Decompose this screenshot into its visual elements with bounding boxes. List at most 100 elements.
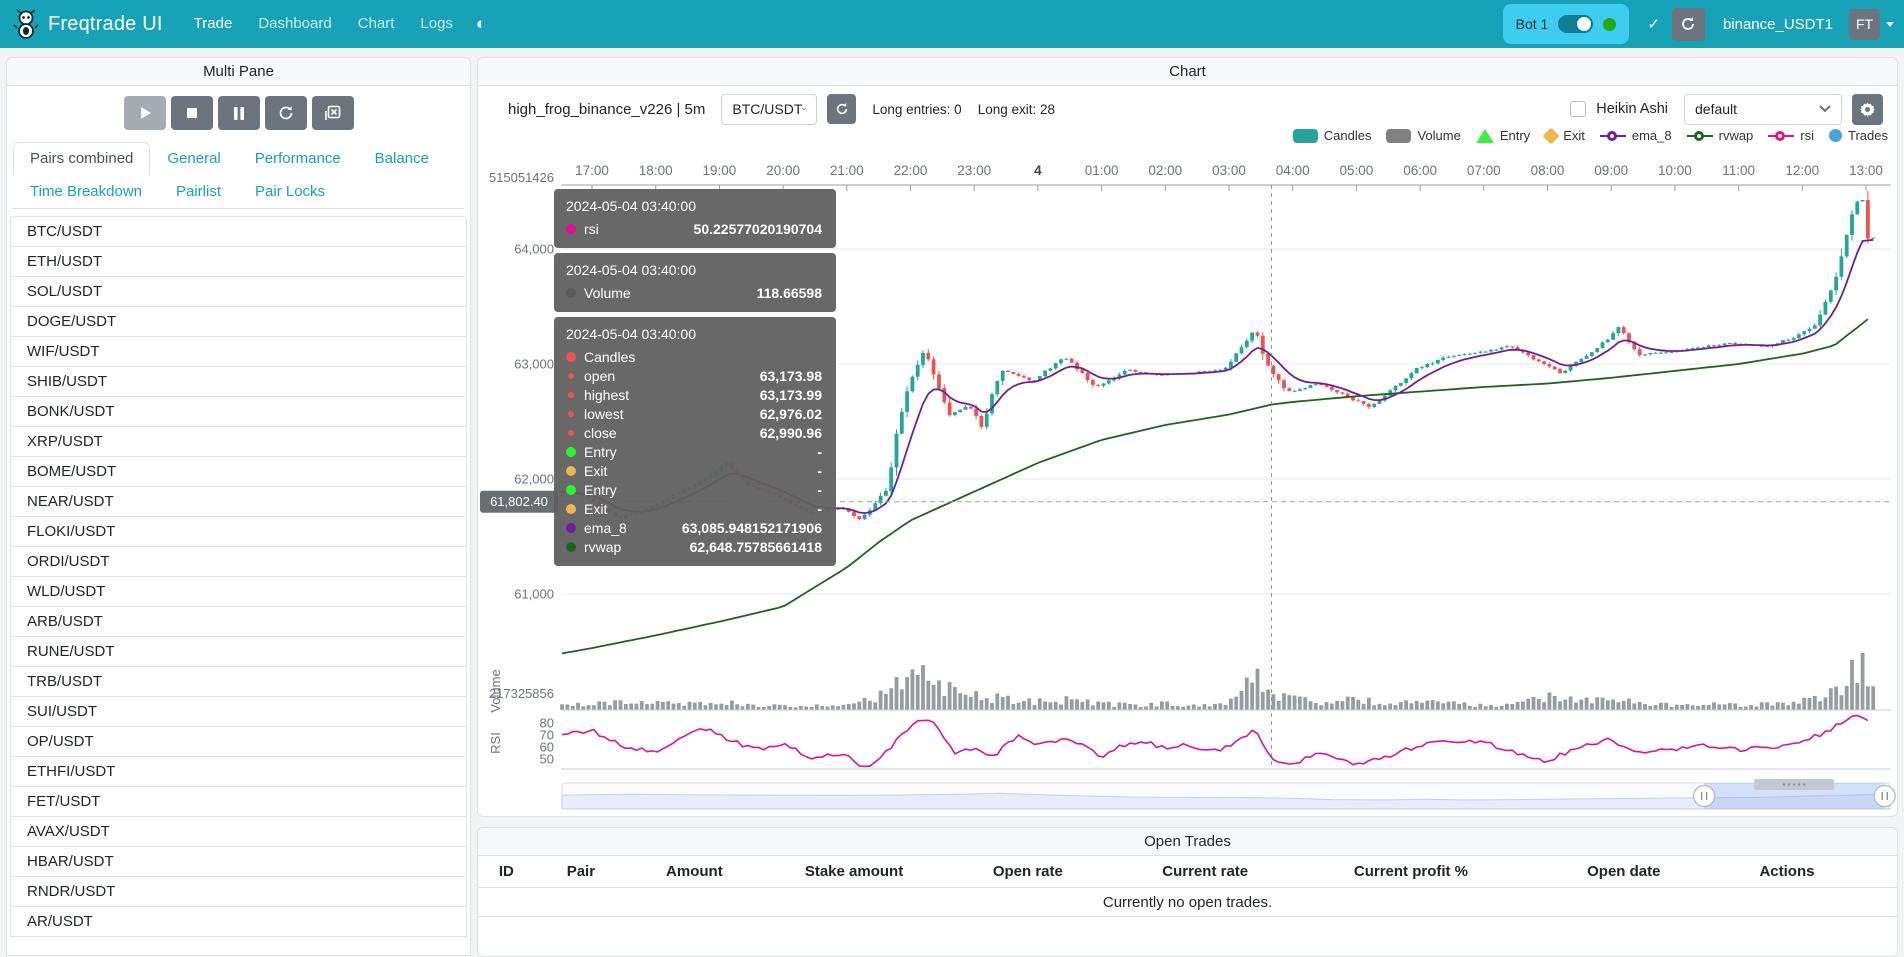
start-bot-button[interactable] <box>123 96 166 130</box>
pair-list: BTC/USDT ETH/USDT SOL/USDT DOGE/USDT WIF/USD… <box>10 216 467 937</box>
pair-list-item[interactable]: XRP/USDT <box>10 426 467 457</box>
pair-list-item[interactable]: FET/USDT <box>10 786 467 817</box>
tab-pairlist[interactable]: Pairlist <box>176 183 222 200</box>
time-axis-label: 20:00 <box>766 163 800 178</box>
legend-label: Volume <box>1417 128 1461 143</box>
open-trades-panel: Open Trades ID Pair Amount Stake amount Open… <box>477 827 1898 957</box>
pair-list-item[interactable]: SHIB/USDT <box>10 366 467 397</box>
reload-config-button[interactable] <box>264 96 307 130</box>
datazoom-slider[interactable] <box>561 779 1896 810</box>
rsi-pane-label: RSI <box>488 732 503 754</box>
time-axis-label: 06:00 <box>1403 163 1437 178</box>
legend-label: Trades <box>1848 128 1888 143</box>
heikin-ashi-label: Heikin Ashi <box>1596 101 1668 117</box>
no-open-trades-message: Currently no open trades. <box>478 888 1897 917</box>
multi-pane-panel: Multi Pane Pairs combined General Performa… <box>6 57 471 956</box>
bot-enable-toggle[interactable] <box>1558 15 1594 33</box>
gear-icon <box>1860 101 1875 117</box>
tab-performance[interactable]: Performance <box>254 150 341 167</box>
pair-list-item[interactable]: WIF/USDT <box>10 336 467 367</box>
volume-pane <box>560 652 1891 711</box>
time-axis-label: 04:00 <box>1276 163 1310 178</box>
pair-list-item[interactable]: AVAX/USDT <box>10 816 467 847</box>
column-header-open-date: Open date <box>1587 863 1661 880</box>
bot-online-indicator <box>1603 17 1617 31</box>
user-menu-caret-icon[interactable] <box>1886 21 1894 27</box>
pair-list-item[interactable]: BONK/USDT <box>10 396 467 427</box>
pair-list-item[interactable]: DOGE/USDT <box>10 306 467 337</box>
nav-item-logs[interactable]: Logs <box>420 15 453 32</box>
price-chart[interactable]: 64,000 63,000 62,000 61,000 17:00 18:00 19:00 2… <box>478 151 1897 816</box>
reload-bot-button[interactable] <box>1671 7 1705 41</box>
time-axis-label: 4 <box>1034 163 1042 178</box>
pair-list-item[interactable]: RUNE/USDT <box>10 636 467 667</box>
time-axis-label: 13:00 <box>1849 163 1883 178</box>
pair-list-item[interactable]: WLD/USDT <box>10 576 467 607</box>
bot-ok-check-icon: ✓ <box>1647 16 1660 33</box>
refresh-chart-button[interactable] <box>827 94 857 124</box>
pair-list-item[interactable]: ETH/USDT <box>10 246 467 277</box>
pair-list-item[interactable]: FLOKI/USDT <box>10 516 467 547</box>
pause-bot-button[interactable] <box>217 96 260 130</box>
plot-settings-button[interactable] <box>1852 93 1883 125</box>
volume-legend-icon <box>1386 128 1412 143</box>
datazoom-handle-left[interactable] <box>1692 784 1716 808</box>
tab-time-breakdown[interactable]: Time Breakdown <box>30 183 142 200</box>
tab-balance[interactable]: Balance <box>374 150 429 167</box>
legend-item-trades[interactable]: Trades <box>1829 128 1888 143</box>
legend-label: Exit <box>1563 128 1585 143</box>
pair-list-item[interactable]: RNDR/USDT <box>10 876 467 907</box>
pair-list-item[interactable]: ARB/USDT <box>10 606 467 637</box>
chart-legend: Candles Volume Entry Exit ema_8 rvwap rsi Trade… <box>1292 127 1888 144</box>
legend-label: Candles <box>1323 128 1372 143</box>
pair-list-item[interactable]: BOME/USDT <box>10 456 467 487</box>
pair-list-item[interactable]: OP/USDT <box>10 726 467 757</box>
tab-pair-locks[interactable]: Pair Locks <box>255 183 326 200</box>
pair-list-item[interactable]: BTC/USDT <box>10 216 467 247</box>
time-axis-label: 18:00 <box>639 163 673 178</box>
pair-list-item[interactable]: TRB/USDT <box>10 666 467 697</box>
legend-item-entry[interactable]: Entry <box>1475 128 1530 143</box>
signal-counts: Long entries: 0 Long exit: 28 <box>872 102 1055 117</box>
nav-item-trade[interactable]: Trade <box>193 15 233 32</box>
heikin-ashi-checkbox[interactable] <box>1570 101 1587 117</box>
chevron-down-icon <box>802 107 807 111</box>
time-axis-label: 21:00 <box>830 163 864 178</box>
legend-item-candles[interactable]: Candles <box>1292 128 1372 143</box>
legend-item-rvwap[interactable]: rvwap <box>1686 128 1753 143</box>
column-header-current-rate: Current rate <box>1162 863 1249 880</box>
time-axis-label: 02:00 <box>1148 163 1182 178</box>
stop-bot-button[interactable] <box>170 96 213 130</box>
pair-list-item[interactable]: AR/USDT <box>10 906 467 937</box>
column-header-current-profit-: Current profit % <box>1353 863 1469 880</box>
datazoom-handle-right[interactable] <box>1873 784 1896 808</box>
chart-canvas[interactable]: 64,000 63,000 62,000 61,000 17:00 18:00 19:00 2… <box>478 151 1897 816</box>
bot-selector[interactable]: Bot 1 <box>1502 4 1630 44</box>
time-axis-label: 08:00 <box>1531 163 1565 178</box>
tab-pairs-combined[interactable]: Pairs combined <box>13 142 151 176</box>
legend-item-ema_8[interactable]: ema_8 <box>1599 128 1672 143</box>
clear-log-button[interactable] <box>311 96 354 130</box>
theme-toggle-icon[interactable]: ◐ <box>475 14 487 33</box>
nav-item-chart[interactable]: Chart <box>357 15 395 32</box>
tab-general[interactable]: General <box>167 150 221 167</box>
pair-list-item[interactable]: NEAR/USDT <box>10 486 467 517</box>
time-axis-label: 11:00 <box>1722 163 1755 178</box>
pair-list-item[interactable]: ETHFI/USDT <box>10 756 467 787</box>
legend-item-rsi[interactable]: rsi <box>1768 128 1814 143</box>
pair-list-item[interactable]: SOL/USDT <box>10 276 467 307</box>
pair-list-item[interactable]: ORDI/USDT <box>10 546 467 577</box>
user-avatar[interactable]: FT <box>1849 8 1880 40</box>
plot-config-select[interactable]: default <box>1684 93 1842 125</box>
legend-item-volume[interactable]: Volume <box>1386 128 1461 143</box>
nav-item-dashboard[interactable]: Dashboard <box>258 15 332 32</box>
pair-list-item[interactable]: HBAR/USDT <box>10 846 467 877</box>
reload-icon <box>1682 17 1695 30</box>
entry-legend-icon <box>1475 128 1494 143</box>
pair-select[interactable]: BTC/USDT <box>721 93 818 125</box>
pair-list-item[interactable]: SUI/USDT <box>10 696 467 727</box>
rsi-line <box>562 714 1869 768</box>
legend-item-exit[interactable]: Exit <box>1542 127 1585 144</box>
time-axis-label: 07:00 <box>1467 163 1501 178</box>
